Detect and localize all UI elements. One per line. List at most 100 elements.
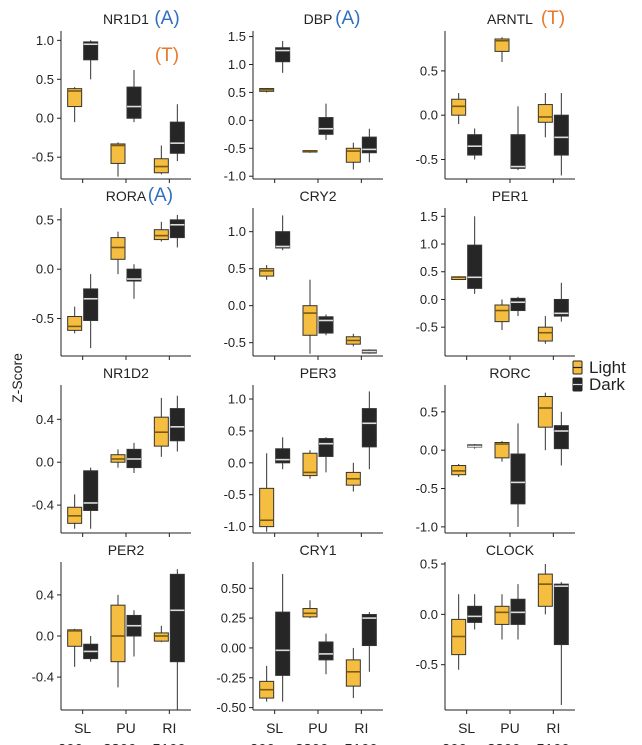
box-dark-pu bbox=[126, 442, 142, 473]
box-light-ri bbox=[153, 397, 169, 457]
box-dark-sl bbox=[467, 216, 483, 294]
box-light-pu bbox=[110, 142, 126, 177]
y-tick-label: 0.5 bbox=[420, 557, 438, 572]
panel-nr1d2: NR1D2 -0.4 0.0 0.4 bbox=[32, 365, 191, 537]
box-iqr bbox=[110, 237, 126, 260]
box-iqr bbox=[318, 117, 334, 135]
box-dark-sl bbox=[83, 40, 99, 80]
box-iqr bbox=[553, 298, 569, 317]
box-dark-sl bbox=[275, 41, 291, 73]
y-tick-label: -0.5 bbox=[416, 320, 438, 335]
box-light-pu bbox=[494, 299, 510, 330]
box-dark-ri bbox=[361, 391, 377, 470]
box-iqr bbox=[494, 442, 510, 459]
box-iqr bbox=[126, 86, 142, 119]
box-dark-pu bbox=[318, 314, 334, 336]
panel-title: PER3 bbox=[300, 365, 337, 381]
site-altitude-label: 3800m bbox=[295, 741, 341, 745]
box-iqr bbox=[67, 88, 83, 108]
box-light-ri bbox=[345, 333, 361, 347]
panel-title: RORA bbox=[106, 188, 147, 204]
box-iqr bbox=[318, 316, 334, 334]
legend: Light Dark bbox=[572, 358, 626, 394]
box-dark-pu bbox=[318, 103, 334, 140]
y-tick-label: 0.0 bbox=[420, 108, 438, 123]
y-tick-label: 0.5 bbox=[228, 85, 246, 100]
box-light-sl bbox=[451, 463, 467, 478]
site-code-label: PU bbox=[308, 720, 327, 736]
y-tick-label: 1.5 bbox=[420, 209, 438, 224]
panel-cry1: CRY1 -0.50 -0.25 0.00 0.25 0.50 bbox=[216, 542, 383, 715]
box-iqr bbox=[83, 288, 99, 321]
y-tick-label: 0.5 bbox=[420, 404, 438, 419]
y-tick-label: 0.0 bbox=[36, 455, 54, 470]
box-light-pu bbox=[110, 449, 126, 468]
box-iqr bbox=[494, 38, 510, 52]
y-tick-label: 0.5 bbox=[420, 63, 438, 78]
y-tick-label: -0.5 bbox=[32, 150, 54, 165]
site-code-label: RI bbox=[162, 720, 176, 736]
y-tick-label: 0.0 bbox=[36, 262, 54, 277]
box-iqr bbox=[126, 268, 142, 282]
panel-annotation: (A) bbox=[154, 8, 179, 29]
box-iqr bbox=[345, 659, 361, 687]
y-tick-label: 0.0 bbox=[36, 629, 54, 644]
y-tick-label: 1.0 bbox=[36, 33, 54, 48]
box-iqr bbox=[510, 134, 526, 169]
panel-per3: PER3 -1.0 -0.5 0.0 0.5 1.0 bbox=[224, 365, 383, 537]
box-dark-sl bbox=[467, 128, 483, 160]
box-light-sl bbox=[67, 87, 83, 123]
box-dark-pu bbox=[510, 584, 526, 640]
y-tick-label: 1.0 bbox=[228, 224, 246, 239]
panel-title: PER2 bbox=[108, 542, 145, 558]
site-code-label: RI bbox=[546, 720, 560, 736]
y-tick-label: -0.5 bbox=[416, 481, 438, 496]
y-tick-label: -0.5 bbox=[224, 487, 246, 502]
box-iqr bbox=[510, 297, 526, 312]
box-iqr bbox=[553, 425, 569, 450]
box-dark-ri bbox=[553, 582, 569, 705]
y-tick-label: 1.5 bbox=[228, 29, 246, 44]
box-iqr bbox=[153, 632, 169, 642]
box-light-sl bbox=[259, 264, 275, 280]
box-iqr bbox=[83, 41, 99, 61]
box-light-pu bbox=[302, 600, 318, 619]
panel-clock: CLOCK -0.5 0.0 0.5 bbox=[416, 542, 575, 714]
box-dark-ri bbox=[361, 128, 377, 163]
legend-label-light: Light bbox=[589, 358, 626, 377]
site-code-label: PU bbox=[500, 720, 519, 736]
y-tick-label: 0.5 bbox=[228, 261, 246, 276]
box-dark-sl bbox=[275, 215, 291, 251]
box-light-pu bbox=[302, 149, 318, 153]
box-light-ri bbox=[345, 142, 361, 170]
y-tick-label: 0.0 bbox=[420, 607, 438, 622]
box-iqr bbox=[169, 219, 185, 239]
y-tick-label: 1.0 bbox=[228, 392, 246, 407]
box-light-sl bbox=[451, 276, 467, 281]
box-light-pu bbox=[302, 279, 318, 354]
box-iqr bbox=[318, 438, 334, 457]
box-dark-pu bbox=[126, 69, 142, 123]
y-tick-label: 0.00 bbox=[221, 640, 246, 655]
box-light-sl bbox=[451, 594, 467, 670]
site-code-label: SL bbox=[74, 720, 91, 736]
box-iqr bbox=[537, 396, 553, 428]
box-iqr bbox=[110, 604, 126, 663]
box-light-ri bbox=[345, 647, 361, 699]
y-tick-label: 0.0 bbox=[228, 298, 246, 313]
box-light-pu bbox=[494, 440, 510, 462]
box-dark-ri bbox=[169, 569, 185, 710]
box-iqr bbox=[67, 629, 83, 647]
y-tick-label: -0.5 bbox=[224, 335, 246, 350]
y-tick-label: 0.0 bbox=[420, 292, 438, 307]
box-iqr bbox=[259, 487, 275, 528]
box-iqr bbox=[361, 614, 377, 647]
box-light-pu bbox=[110, 594, 126, 688]
box-light-ri bbox=[537, 392, 553, 451]
box-dark-sl bbox=[467, 444, 483, 449]
y-tick-label: 0.4 bbox=[36, 587, 54, 602]
box-dark-pu bbox=[510, 296, 526, 317]
box-iqr bbox=[169, 121, 185, 154]
